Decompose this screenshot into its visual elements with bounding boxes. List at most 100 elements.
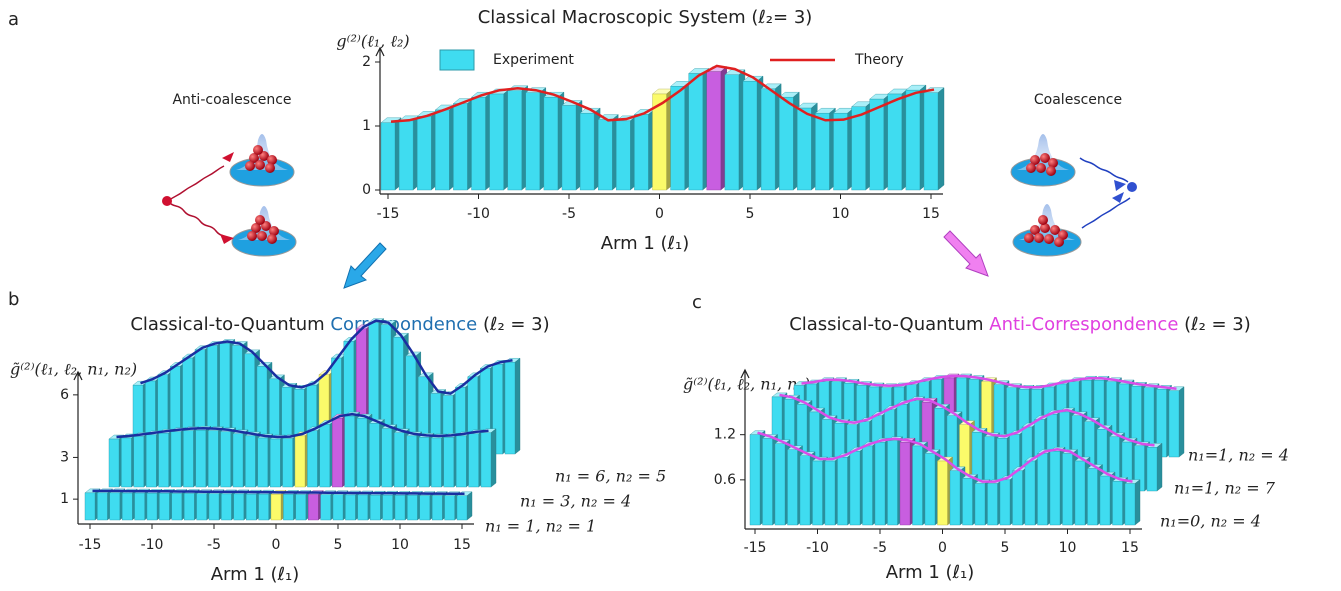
bar	[398, 115, 420, 191]
series-label: n₁=0, n₂ = 4	[1160, 512, 1261, 531]
bar-front	[1112, 481, 1123, 526]
y-tick-label: 1.2	[714, 427, 736, 443]
bar-front	[924, 453, 936, 526]
bar	[724, 69, 746, 191]
bar-front	[270, 494, 282, 521]
bar-front	[431, 437, 442, 488]
bar-front	[245, 493, 257, 521]
chart-title: Classical-to-Quantum Anti-Correspondence…	[789, 314, 1251, 335]
x-tick-label: 5	[334, 537, 343, 553]
title-part: Classical-to-Quantum	[789, 314, 989, 335]
fit-line	[116, 412, 489, 439]
x-tick-label: 15	[922, 206, 940, 222]
bar-front	[145, 434, 157, 488]
bar-front	[760, 88, 776, 191]
bar-side	[937, 87, 945, 191]
y-tick-label: 1	[60, 491, 69, 507]
wave-head	[220, 234, 234, 244]
bar-front	[1124, 483, 1136, 526]
chart-title: Classical Macroscopic System (ℓ₂= 3)	[478, 7, 813, 28]
bar-front	[283, 494, 294, 521]
bar-front	[417, 116, 432, 191]
bar-front	[418, 437, 430, 488]
bar-front	[320, 494, 331, 521]
bar-front	[962, 478, 973, 526]
fit-line	[779, 393, 1155, 447]
bar	[525, 87, 547, 191]
panel-label: c	[692, 292, 702, 313]
bar-front	[394, 432, 405, 488]
y-axis-label: g̃⁽²⁾(ℓ₁, ℓ₂, n₁, n₂)	[10, 360, 137, 379]
bar-front	[543, 96, 559, 191]
bar-front	[432, 495, 443, 521]
title-part: (ℓ₂ = 3)	[477, 314, 549, 335]
bar-front	[270, 438, 281, 488]
bar-front	[688, 73, 703, 191]
bar	[1168, 386, 1185, 458]
fit-line	[757, 431, 1133, 483]
bar-front	[987, 483, 998, 526]
theory-line	[390, 64, 935, 123]
bar-front	[158, 432, 169, 488]
bar	[456, 491, 473, 521]
bar-front	[208, 493, 220, 521]
bar-side	[1156, 442, 1163, 492]
bar-front	[598, 119, 613, 191]
bar-front	[382, 494, 393, 521]
fit-line	[801, 374, 1177, 391]
bar-front	[146, 493, 158, 521]
bar-side	[1134, 479, 1141, 526]
bar-front	[999, 479, 1011, 526]
bar-front	[435, 109, 450, 191]
trap-icon	[1012, 204, 1082, 257]
x-tick-label: -5	[873, 540, 887, 556]
title-part: Correspondence	[330, 314, 477, 335]
bar-front	[468, 433, 479, 488]
bar	[543, 91, 565, 191]
x-tick-label: 0	[655, 206, 664, 222]
bar-front	[357, 494, 368, 521]
y-tick-label: 0.6	[714, 472, 736, 488]
bar-front	[561, 105, 577, 191]
detector-dot	[1127, 182, 1137, 192]
bar-front	[797, 107, 812, 191]
x-tick-label: 5	[1001, 540, 1010, 556]
bar-front	[245, 435, 256, 488]
bar-front	[779, 96, 794, 191]
wave-head	[1114, 180, 1126, 191]
bar-front	[471, 96, 486, 191]
y-tick-label: 1	[362, 118, 371, 134]
bar-front	[456, 435, 467, 488]
trap-icon	[231, 206, 297, 257]
bar-front	[443, 437, 454, 488]
bar	[887, 88, 909, 191]
bar-front	[108, 438, 120, 488]
title-part: (ℓ₂ = 3)	[1178, 314, 1250, 335]
legend-label: Theory	[854, 52, 904, 68]
bar	[706, 66, 728, 191]
x-tick-label: 0	[938, 540, 947, 556]
arrow	[343, 242, 387, 289]
bar-front	[504, 362, 516, 455]
chart-title: Classical-to-Quantum Correspondence (ℓ₂ …	[130, 314, 549, 335]
x-tick-label: 15	[1121, 540, 1139, 556]
bar-front	[221, 493, 232, 521]
bar	[561, 100, 583, 191]
bar-front	[444, 495, 455, 521]
bar-front	[233, 493, 245, 521]
atoms	[247, 215, 279, 244]
atoms	[1026, 153, 1058, 176]
bar-front	[862, 445, 873, 526]
bar-front	[849, 451, 861, 526]
x-tick-label: -15	[79, 537, 102, 553]
bar-front	[220, 431, 231, 488]
bar-front	[453, 103, 468, 191]
bar	[615, 115, 637, 191]
bar	[380, 117, 402, 191]
bar-front	[1037, 453, 1048, 526]
series-label: n₁ = 3, n₂ = 4	[520, 492, 631, 511]
bar-front	[456, 495, 468, 521]
bar-front	[1087, 468, 1098, 526]
bar	[1146, 442, 1163, 492]
bar-front	[419, 495, 430, 521]
